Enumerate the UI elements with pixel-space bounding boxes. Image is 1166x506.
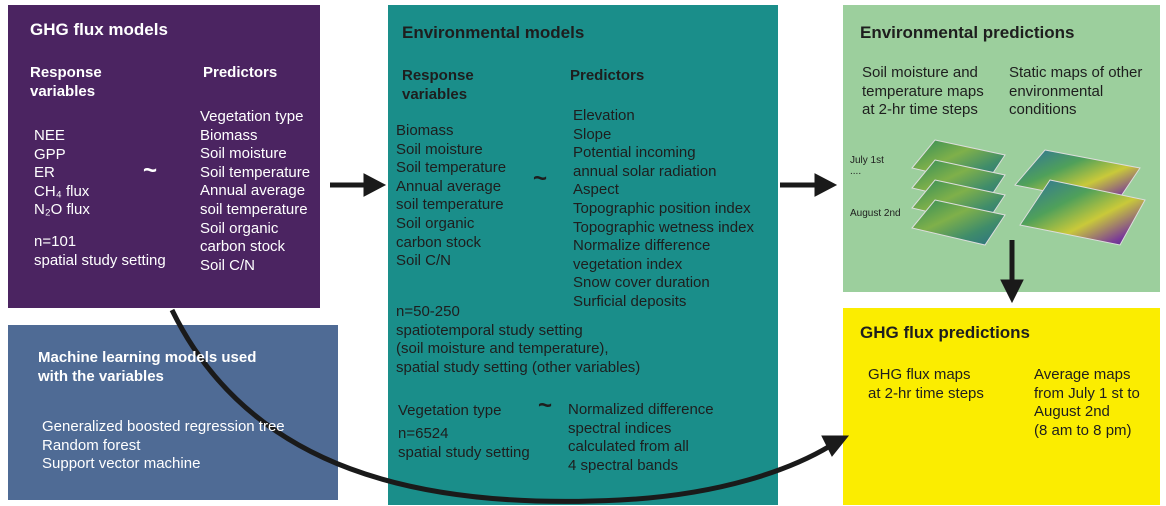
predictor: spectral indices	[568, 420, 671, 439]
response-variable: Vegetation type	[398, 402, 501, 421]
model-item: Support vector machine	[42, 455, 200, 474]
map-description: from July 1 st to	[1034, 385, 1140, 404]
map-description: at 2-hr time steps	[868, 385, 984, 404]
static-map-stack	[1015, 150, 1145, 245]
map-description: Soil moisture and	[862, 64, 978, 83]
predictor: Annual average	[200, 182, 305, 201]
note: spatial study setting (other variables)	[396, 359, 640, 378]
tilde: ~	[538, 397, 552, 416]
map-description: Static maps of other	[1009, 64, 1142, 83]
predictor: vegetation index	[573, 256, 682, 275]
column-header: variables	[402, 86, 467, 105]
column-header: Predictors	[570, 67, 644, 86]
predictor: annual solar radiation	[573, 163, 716, 182]
dynamic-map-stack	[912, 140, 1005, 245]
arrow-head	[815, 174, 836, 196]
predictor: Potential incoming	[573, 144, 696, 163]
box-title: Environmental predictions	[860, 24, 1074, 43]
response-variable: soil temperature	[396, 196, 504, 215]
note: spatial study setting	[34, 252, 166, 271]
box-title: GHG flux predictions	[860, 324, 1030, 343]
arrow-head	[364, 174, 385, 196]
response-variable: Biomass	[396, 122, 454, 141]
predictor: Slope	[573, 126, 611, 145]
tilde: ~	[533, 170, 547, 189]
map-description: August 2nd	[1034, 403, 1110, 422]
response-variable: Soil temperature	[396, 159, 506, 178]
map-description: (8 am to 8 pm)	[1034, 422, 1132, 441]
map-description: environmental	[1009, 83, 1103, 102]
response-variable: Annual average	[396, 178, 501, 197]
predictor: calculated from all	[568, 438, 689, 457]
response-variable: NEE	[34, 127, 65, 146]
predictor: Soil moisture	[200, 145, 287, 164]
predictor: Normalized difference	[568, 401, 714, 420]
predictor: Soil C/N	[200, 257, 255, 276]
response-variable: carbon stock	[396, 234, 481, 253]
response-variable: ER	[34, 164, 55, 183]
note: (soil moisture and temperature),	[396, 340, 609, 359]
predictor: Surficial deposits	[573, 293, 686, 312]
predictor: Biomass	[200, 127, 258, 146]
page: {"ghg_flux_models":{"title":"GHG flux mo…	[0, 0, 1166, 506]
column-header: variables	[30, 83, 95, 102]
response-variable: N₂O flux	[34, 201, 90, 220]
predictor: carbon stock	[200, 238, 285, 257]
predictor: Topographic position index	[573, 200, 751, 219]
predictor: soil temperature	[200, 201, 308, 220]
column-header: Predictors	[203, 64, 277, 83]
map-description: temperature maps	[862, 83, 984, 102]
column-header: Response	[30, 64, 102, 83]
box-title: Machine learning models used	[38, 349, 256, 368]
tilde: ~	[143, 162, 157, 181]
predictor: Normalize difference	[573, 237, 710, 256]
column-header: Response	[402, 67, 474, 86]
note: n=6524	[398, 425, 448, 444]
response-variable: Soil organic	[396, 215, 474, 234]
predictor: Soil temperature	[200, 164, 310, 183]
predictor: Vegetation type	[200, 108, 303, 127]
model-item: Random forest	[42, 437, 140, 456]
arrow-head	[1001, 280, 1023, 302]
predictor: Snow cover duration	[573, 274, 710, 293]
note: n=50-250	[396, 303, 460, 322]
response-variable: CH₄ flux	[34, 183, 89, 202]
map-label: ....	[850, 166, 861, 178]
map-description: conditions	[1009, 101, 1077, 120]
response-variable: GPP	[34, 146, 66, 165]
model-item: Generalized boosted regression tree	[42, 418, 285, 437]
response-variable: Soil C/N	[396, 252, 451, 271]
map-label: August 2nd	[850, 208, 901, 220]
predictor: Elevation	[573, 107, 635, 126]
box-title: with the variables	[38, 368, 164, 387]
predictor: Aspect	[573, 181, 619, 200]
response-variable: Soil moisture	[396, 141, 483, 160]
note: n=101	[34, 233, 76, 252]
predictor: Topographic wetness index	[573, 219, 754, 238]
map-description: GHG flux maps	[868, 366, 971, 385]
box-title: GHG flux models	[30, 21, 168, 40]
box-title: Environmental models	[402, 24, 584, 43]
map-description: Average maps	[1034, 366, 1130, 385]
predictor: Soil organic	[200, 220, 278, 239]
note: spatiotemporal study setting	[396, 322, 583, 341]
map-description: at 2-hr time steps	[862, 101, 978, 120]
predictor: 4 spectral bands	[568, 457, 678, 476]
note: spatial study setting	[398, 444, 530, 463]
